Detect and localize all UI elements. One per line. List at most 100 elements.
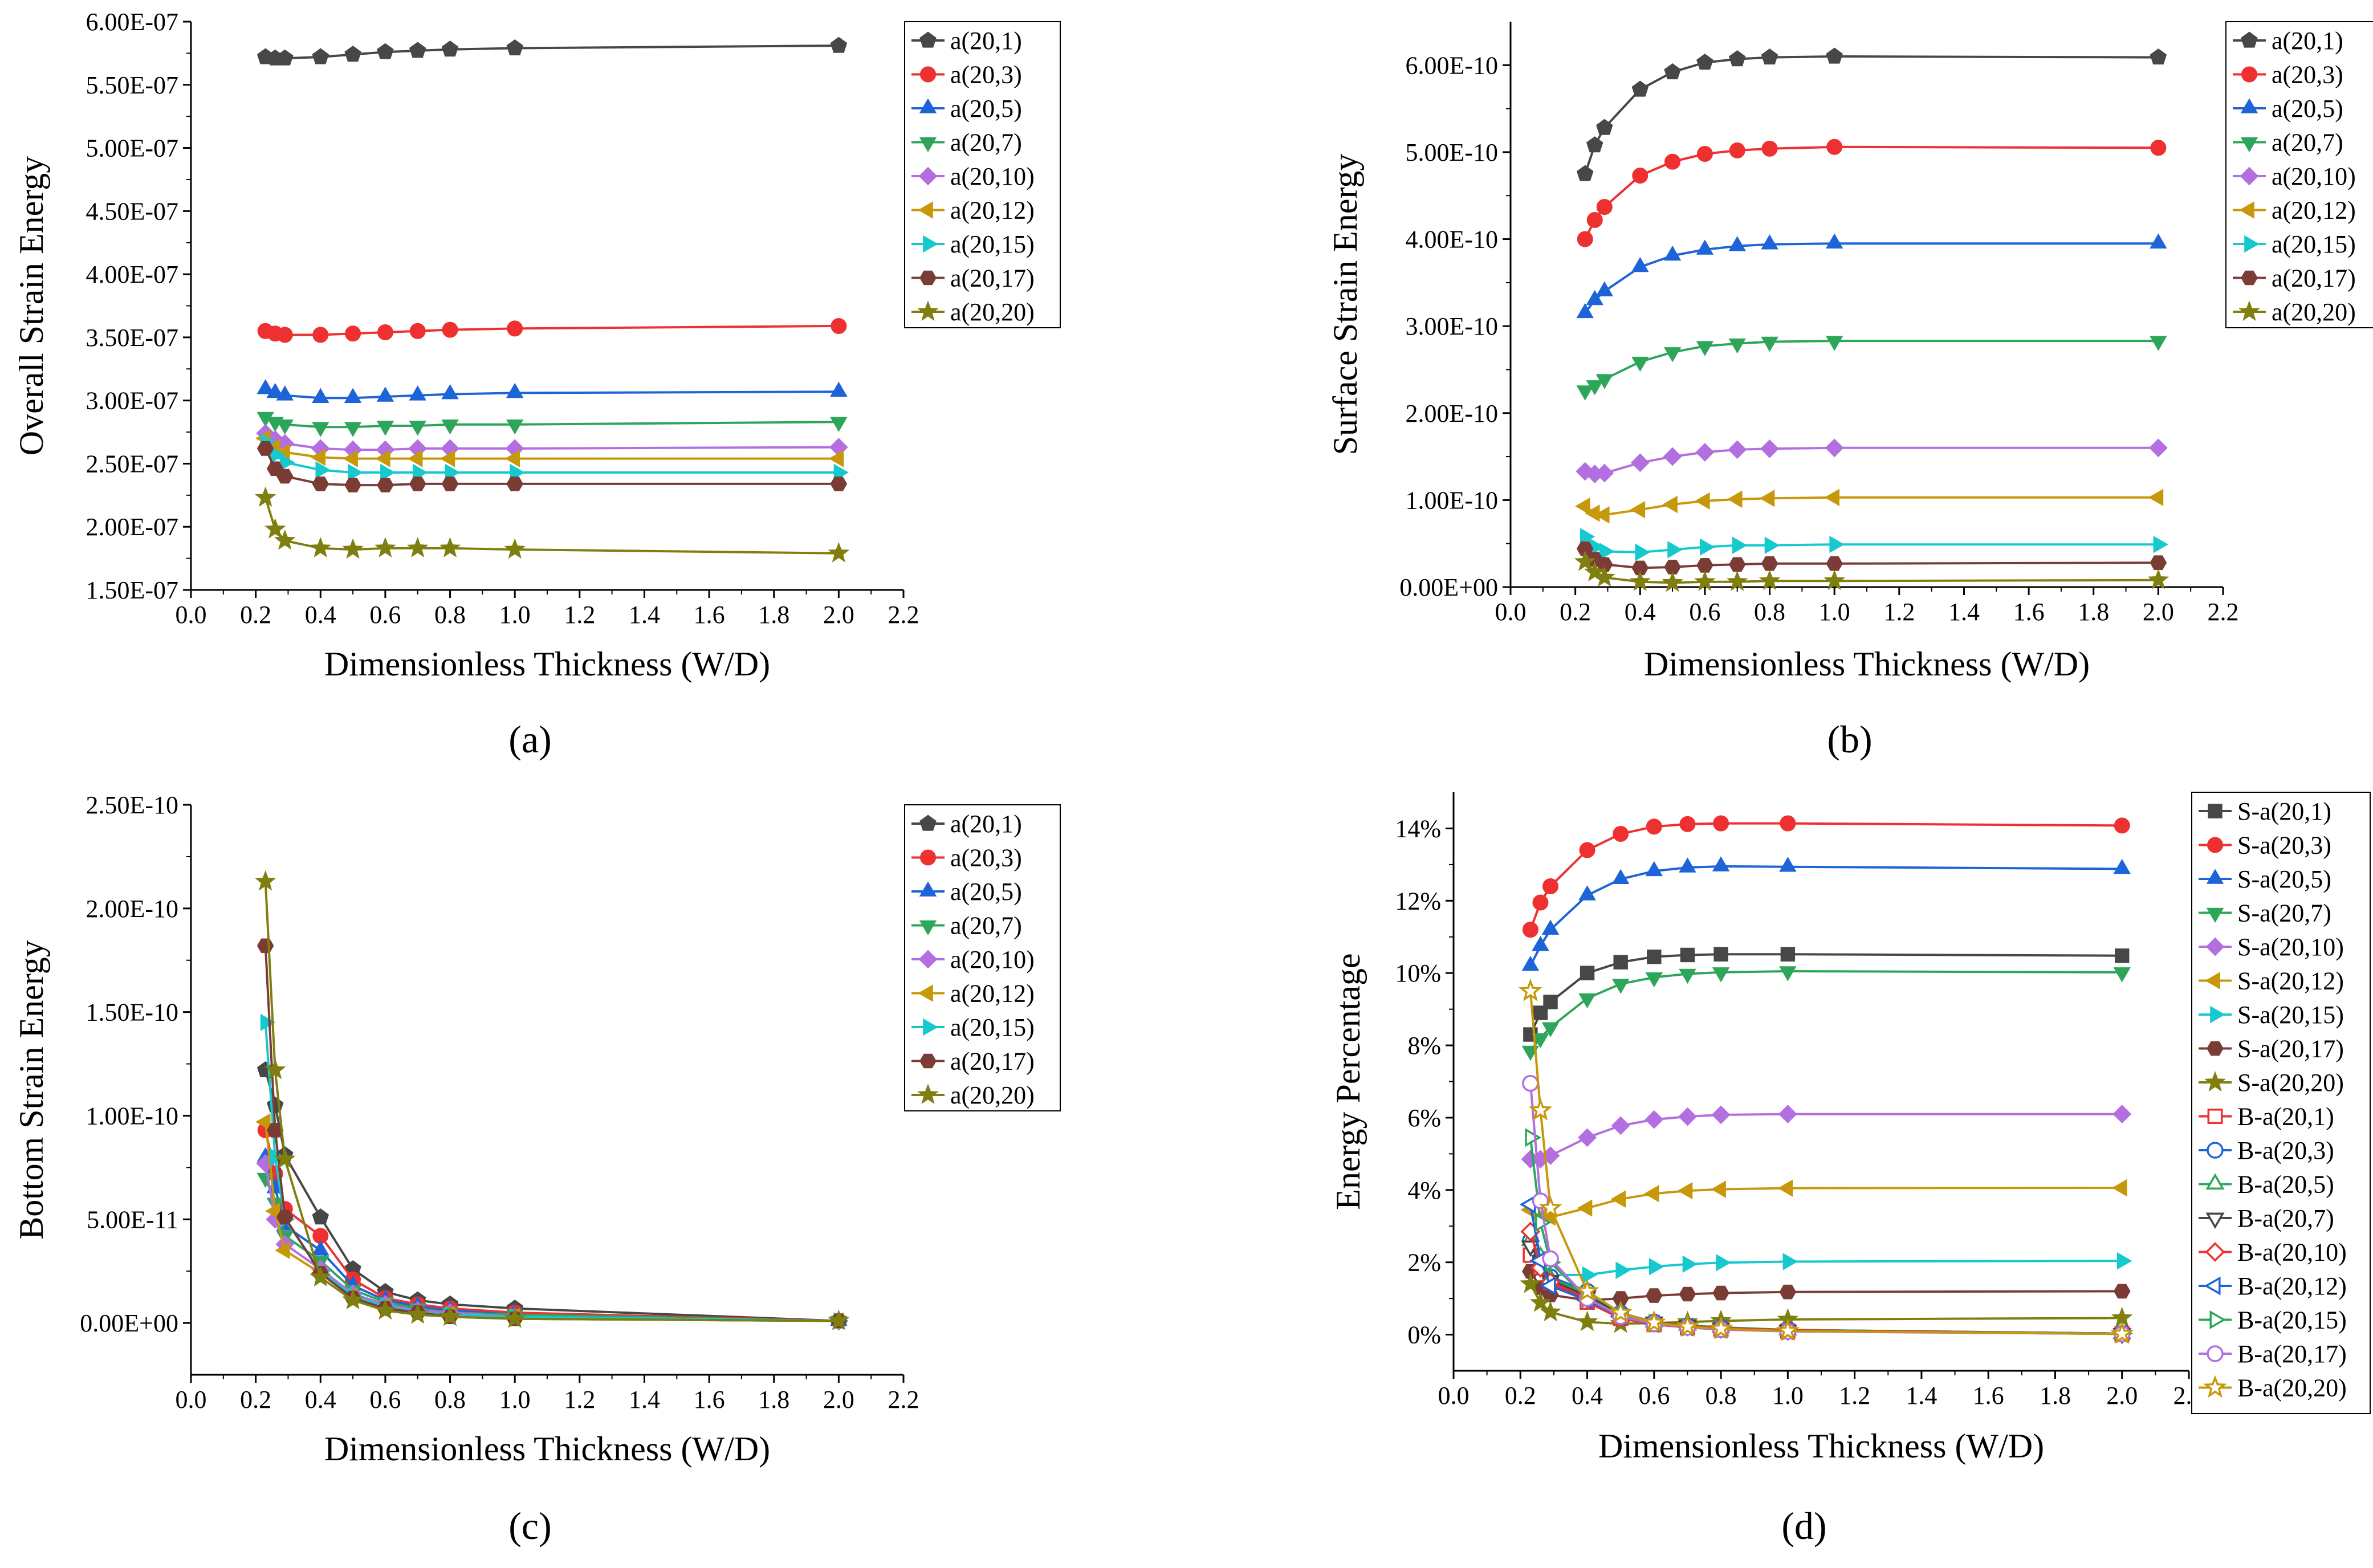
x-tick-label: 0.8 [1706,1382,1737,1410]
x-tick-label: 1.6 [2013,598,2045,626]
data-point [1728,557,1746,572]
data-point [1611,1116,1630,1135]
data-point [506,420,524,435]
x-tick-label: 1.8 [2040,1382,2071,1410]
legend-entry: S-a(20,3) [2237,832,2331,860]
data-point [1646,818,1662,835]
data-point [266,382,284,398]
data-point [264,1058,286,1080]
data-point [1646,1288,1663,1303]
data-point [830,476,848,491]
x-tick-label: 1.6 [1973,1382,2004,1410]
data-point [276,327,293,343]
data-point [2113,967,2131,983]
data-point [1825,336,1843,351]
x-tick-label: 2.0 [823,1386,854,1414]
data-point [1823,569,1845,590]
legend-entry: a(20,7) [950,912,1022,940]
x-tick-label: 0.6 [369,601,401,629]
data-point [312,48,329,64]
legend-marker [2238,300,2260,321]
data-point [1729,142,1745,158]
data-point [274,529,296,550]
data-point [1696,54,1713,70]
data-point [409,421,426,436]
data-point [1629,571,1651,591]
data-point [407,1303,429,1324]
data-point [409,385,426,401]
data-point [1642,1310,1666,1333]
legend-marker [2239,201,2254,219]
legend-marker [2241,270,2258,286]
x-tick-label: 2.2 [2208,598,2239,626]
data-point [1759,490,1775,507]
data-point [1712,1285,1729,1301]
data-point [1538,1195,1562,1219]
data-point [2116,1252,2132,1270]
series-s-a-20-10 [1521,1105,2132,1169]
data-point [1716,1254,1731,1272]
data-point [2148,438,2168,458]
data-point [504,538,526,559]
data-point [254,486,276,507]
data-point [1760,439,1779,458]
x-tick-label: 1.0 [499,601,531,629]
legend-entry: a(20,17) [2272,264,2356,292]
x-tick-label: 1.2 [1839,1382,1870,1410]
data-point [276,420,294,435]
series-a-20-7 [257,1172,848,1331]
data-point [312,422,329,437]
data-point [344,46,361,62]
data-point [2150,555,2167,571]
y-tick-label: 4.00E-07 [86,260,178,288]
data-point [442,321,458,338]
y-tick-label: 14% [1395,814,1441,842]
x-tick-label: 2.2 [888,601,919,629]
data-point [1761,48,1778,65]
data-point [1631,560,1649,576]
data-point [343,450,358,467]
y-tick-label: 2.50E-07 [86,450,178,478]
data-point [1779,966,1797,981]
data-point [1678,1107,1697,1126]
x-tick-label: 0.2 [1505,1382,1536,1410]
data-point [2153,535,2169,553]
data-point [1611,979,1630,994]
legend-marker [923,235,938,253]
legend-entry: B-a(20,12) [2237,1272,2347,1300]
panel-caption: (c) [508,1504,551,1547]
data-point [310,449,326,466]
y-axis-title: Bottom Strain Energy [13,940,50,1240]
data-point [1696,239,1714,255]
legend-entry: a(20,3) [950,61,1022,89]
data-point [380,463,396,482]
series-line [1584,55,2159,174]
series-s-a-20-12 [1520,1179,2127,1226]
data-point [409,42,426,58]
legend-entry: a(20,20) [2272,298,2356,326]
legend-entry: a(20,17) [950,1048,1035,1076]
y-tick-label: 0% [1407,1321,1441,1349]
data-point [441,384,459,400]
data-point [441,476,459,491]
data-point [1575,1278,1599,1302]
y-tick-label: 5.50E-07 [86,71,178,99]
y-tick-label: 4.00E-10 [1405,226,1498,254]
y-tick-label: 3.50E-07 [86,324,178,352]
data-point [344,478,361,492]
x-axis-title: Dimensionless Thickness (W/D) [324,1430,770,1468]
series-s-a-20-3 [1522,815,2130,938]
data-point [1663,347,1682,363]
data-point [1522,1074,1539,1092]
data-point [254,870,276,891]
legend-marker [919,814,937,831]
data-point [1576,303,1594,319]
data-point [1586,136,1603,153]
data-point [1662,571,1683,592]
data-point [345,325,361,342]
series-line [1529,970,2122,1052]
data-point [1580,966,1595,980]
series-a-20-10 [256,1154,848,1330]
x-tick-label: 1.0 [1772,1382,1804,1410]
data-point [2114,817,2130,834]
